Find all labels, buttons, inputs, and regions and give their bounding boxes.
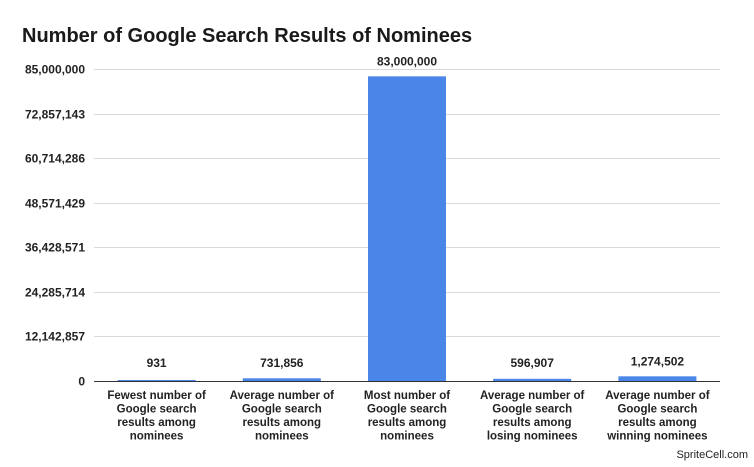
data-label: 731,856: [260, 356, 304, 370]
y-tick-label: 85,000,000: [25, 63, 85, 77]
watermark-text: SpriteCell.com: [676, 449, 748, 461]
y-axis-ticks: 0 12,142,857 24,285,714 36,428,571 48,571,42…: [25, 63, 85, 389]
y-tick-label: 24,285,714: [25, 286, 85, 300]
y-tick-label: 36,428,571: [25, 241, 85, 255]
x-tick-label: Fewest number of Google search results amo…: [107, 390, 206, 443]
y-tick-label: 60,714,286: [25, 152, 85, 166]
data-label: 83,000,000: [377, 54, 437, 68]
x-tick-label: Average number of Google search results am…: [605, 390, 710, 443]
x-tick-label: Most number of Google search results among…: [364, 390, 450, 443]
bar: [368, 76, 446, 381]
y-tick-label: 12,142,857: [25, 330, 85, 344]
y-tick-label: 0: [78, 375, 85, 389]
bar: [242, 378, 321, 381]
y-tick-label: 72,857,143: [25, 108, 85, 122]
x-tick-label: Average number of Google search results am…: [480, 390, 585, 443]
data-label: 931: [147, 356, 167, 370]
bar: [117, 380, 196, 381]
x-axis-categories: Fewest number of Google search results amo…: [107, 390, 709, 443]
chart-title: Number of Google Search Results of Nomin…: [22, 25, 472, 47]
x-tick-label: Average number of Google search results am…: [230, 390, 335, 443]
bar: [618, 376, 697, 381]
bar: [493, 378, 572, 381]
data-label: 596,907: [511, 356, 555, 370]
data-label: 1,274,502: [631, 354, 685, 368]
data-labels: 931 731,856 83,000,000 596,907 1,274,502: [147, 54, 685, 370]
y-tick-label: 48,571,429: [25, 197, 85, 211]
bars: [117, 76, 697, 381]
